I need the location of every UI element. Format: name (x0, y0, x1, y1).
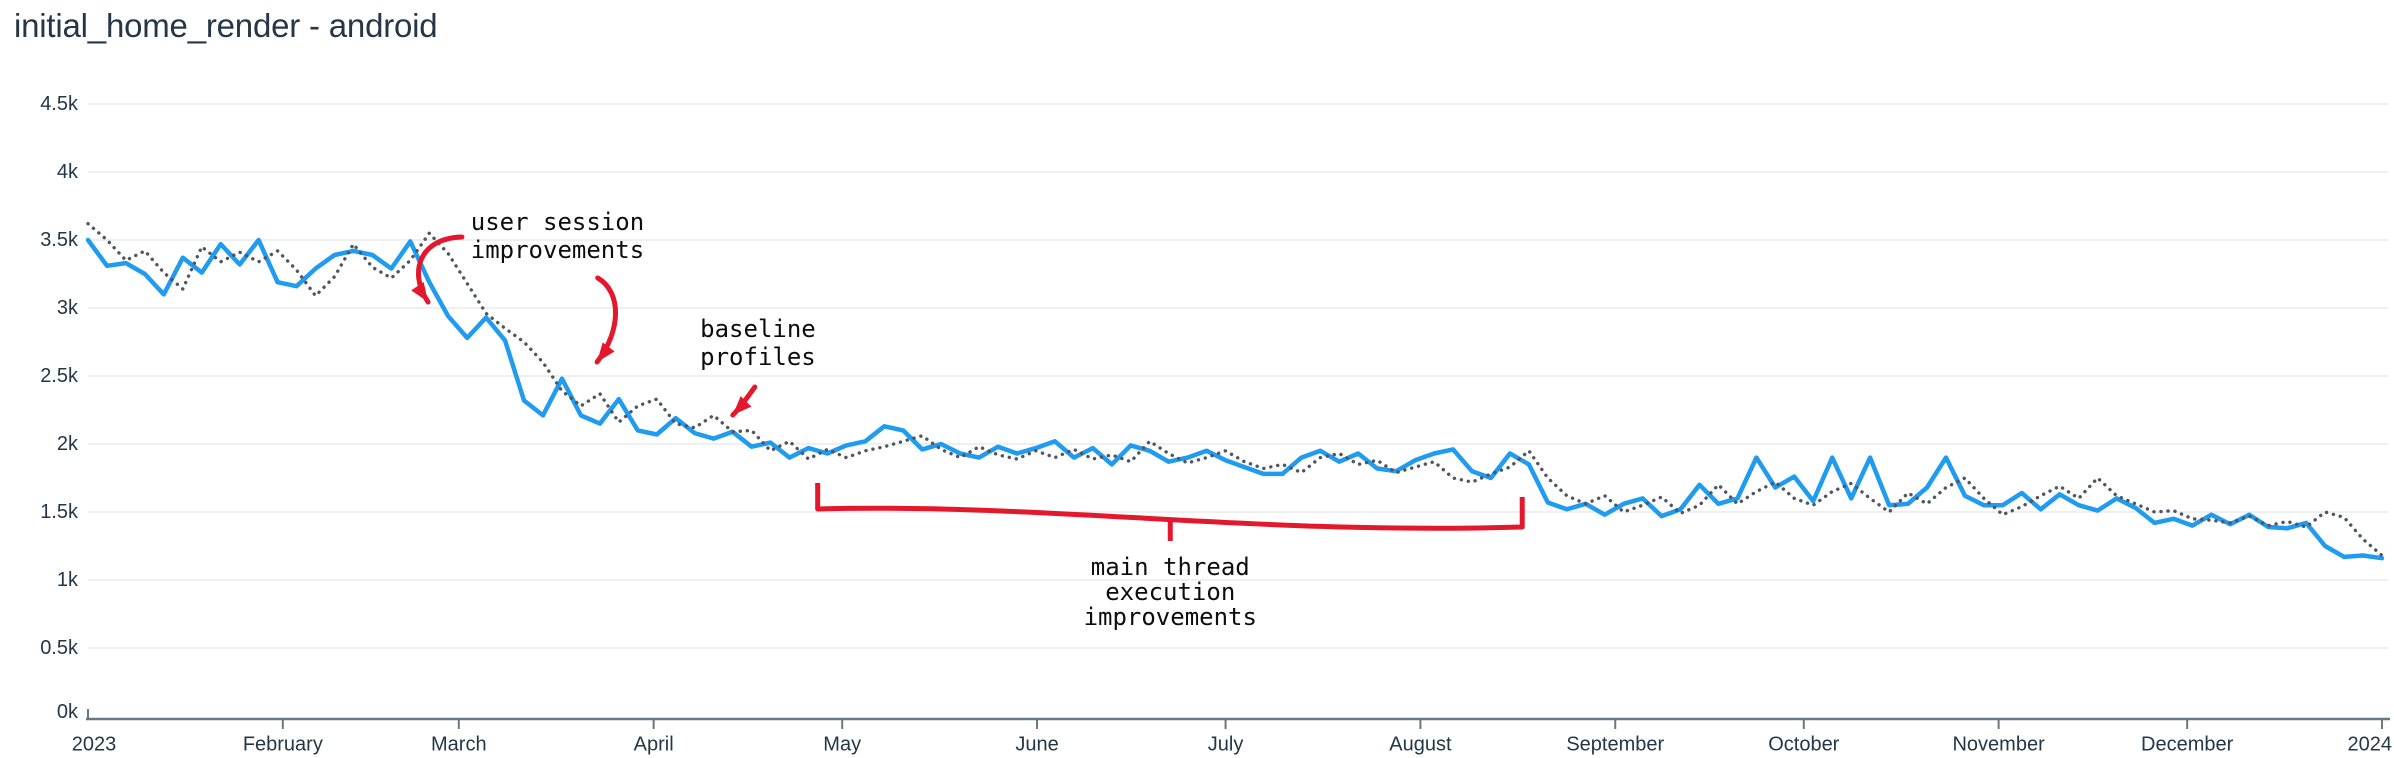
x-tick-label: May (823, 734, 861, 756)
gridlines (88, 103, 2388, 649)
x-tick-label: August (1389, 734, 1452, 756)
y-axis-labels: 4.5k 4k 3.5k 3k 2.5k 2k 1.5k 1k 0.5k 0k (40, 93, 79, 723)
annotation-text: baseline (700, 315, 816, 343)
y-tick-label: 4.5k (40, 93, 79, 115)
x-tick-label: March (431, 734, 487, 756)
x-tick-label: September (1566, 734, 1664, 756)
annotation-text: profiles (700, 343, 816, 371)
annotation-text: user session (471, 208, 644, 236)
y-tick-label: 3k (57, 297, 79, 319)
x-tick-label: 2024 (2348, 734, 2393, 756)
x-tick-label: December (2141, 734, 2234, 756)
annotation-arrowhead (732, 396, 752, 416)
chart-title: initial_home_render - android (14, 7, 438, 44)
annotation-arrowhead (411, 282, 429, 303)
y-tick-label: 3.5k (40, 229, 79, 251)
x-tick-label: June (1015, 734, 1058, 756)
annotation-text: improvements (1084, 603, 1257, 631)
x-tick-label: April (634, 734, 674, 756)
annotation-bracket (815, 483, 1525, 531)
series-dotted-gray-line (86, 221, 2384, 558)
x-axis: 2023 February March April May June July August S… (72, 709, 2392, 756)
y-tick-label: 2k (57, 433, 79, 455)
x-tick-label: 2023 (72, 734, 117, 756)
series-solid-blue-line (85, 237, 2385, 561)
annotation-text: main thread (1091, 553, 1250, 581)
x-tick-label: July (1208, 734, 1244, 756)
x-tick-label: October (1768, 734, 1839, 756)
annotation-text: execution (1105, 578, 1235, 606)
y-tick-label: 0.5k (40, 637, 79, 659)
y-tick-label: 0k (57, 701, 79, 723)
y-tick-label: 4k (57, 161, 79, 183)
y-tick-label: 1k (57, 569, 79, 591)
x-tick-label: November (1952, 734, 2045, 756)
y-tick-label: 1.5k (40, 501, 79, 523)
annotation-arrowhead (597, 342, 615, 362)
annotation-text: improvements (471, 236, 644, 264)
x-tick-label: February (243, 734, 323, 756)
y-tick-label: 2.5k (40, 365, 79, 387)
